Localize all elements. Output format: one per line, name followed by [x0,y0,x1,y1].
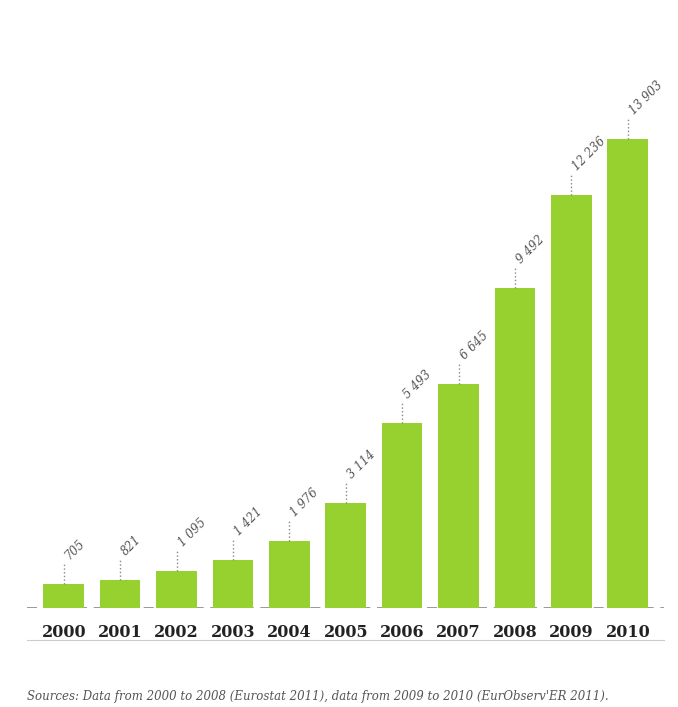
Text: 5 493: 5 493 [401,368,434,401]
Bar [100,580,140,608]
Bar [325,503,366,608]
Bar [607,139,648,608]
Bar [495,288,536,608]
Bar [551,195,592,608]
Text: 12 236: 12 236 [570,135,609,173]
Text: 821: 821 [119,533,144,559]
Bar [213,560,254,608]
Text: 3 114: 3 114 [344,448,378,481]
Text: 1 095: 1 095 [176,516,209,549]
Bar [269,542,310,608]
Text: 1 976: 1 976 [288,486,321,520]
Text: 6 645: 6 645 [458,329,490,362]
Text: 1 421: 1 421 [232,505,265,538]
Bar [382,423,422,608]
Text: 9 492: 9 492 [514,233,547,266]
Text: Sources: Data from 2000 to 2008 (Eurostat 2011), data from 2009 to 2010 (EurObse: Sources: Data from 2000 to 2008 (Eurosta… [27,691,609,703]
Bar [43,584,84,608]
Bar [438,384,479,608]
Text: 705: 705 [62,537,87,562]
Text: 13 903: 13 903 [626,78,665,117]
Bar [156,571,197,608]
